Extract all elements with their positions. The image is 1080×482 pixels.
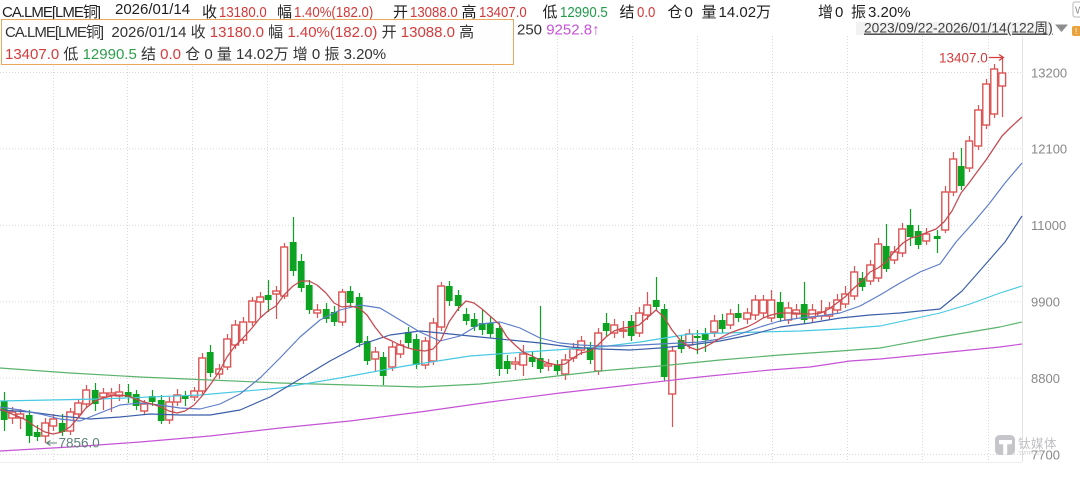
svg-text:W: W: [1075, 6, 1080, 17]
svg-text:TMTPOST: TMTPOST: [1019, 451, 1043, 457]
svg-text:12100: 12100: [1031, 142, 1067, 157]
svg-text:!: !: [1075, 27, 1077, 36]
svg-text:钛媒体: 钛媒体: [1018, 436, 1057, 451]
svg-text:9900: 9900: [1031, 295, 1060, 310]
svg-text:13407.0: 13407.0: [939, 51, 988, 66]
svg-text:11000: 11000: [1031, 218, 1066, 233]
svg-text:8800: 8800: [1031, 371, 1060, 386]
svg-text:250 9252.8↑: 250 9252.8↑: [517, 22, 600, 39]
svg-text:13200: 13200: [1031, 65, 1067, 80]
svg-text:2023/09/22-2026/01/14(122周): 2023/09/22-2026/01/14(122周): [864, 21, 1053, 36]
svg-text:7856.0: 7856.0: [59, 436, 100, 451]
svg-text:7700: 7700: [1031, 447, 1060, 462]
